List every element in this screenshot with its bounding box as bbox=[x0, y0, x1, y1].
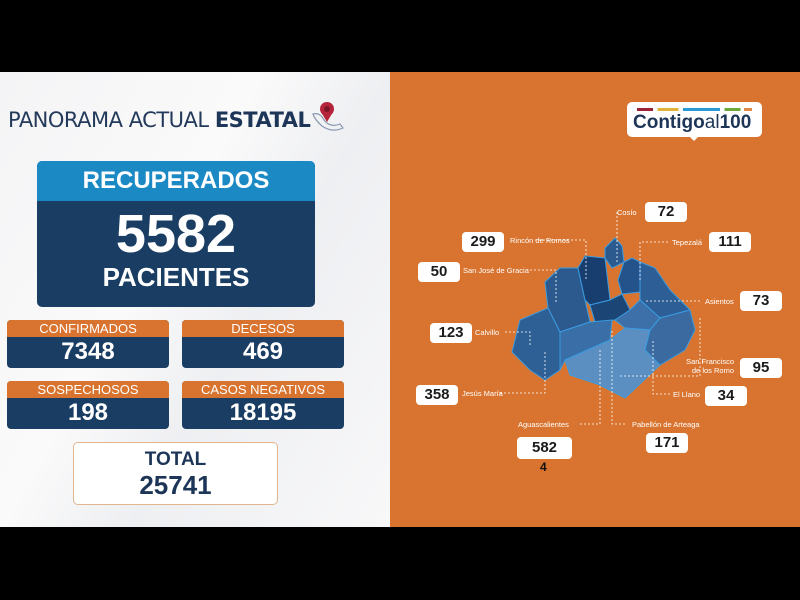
stat-label: CONFIRMADOS bbox=[7, 320, 169, 337]
total-card: TOTAL 25741 bbox=[73, 442, 278, 505]
value-aguascalientes: 582 bbox=[517, 437, 572, 459]
value-pabellon-de-arteaga: 171 bbox=[646, 433, 688, 453]
value-jesus-maria: 358 bbox=[416, 385, 458, 405]
label-el-llano: El Llano bbox=[673, 390, 701, 399]
stat-sospechosos: SOSPECHOSOS 198 bbox=[7, 381, 169, 429]
page-title: PANORAMA ACTUAL ESTATAL bbox=[8, 108, 311, 132]
value-cosio: 72 bbox=[645, 202, 687, 222]
recuperados-label: RECUPERADOS bbox=[37, 161, 315, 201]
label-pabellon-de-arteaga: Pabellón de Arteaga bbox=[632, 420, 700, 429]
value-san-jose-de-gracia: 50 bbox=[418, 262, 460, 282]
label-san-jose-de-gracia: San José de Gracia bbox=[463, 266, 529, 275]
label-san-francisco-de-los-romo: San Francisco de los Romo bbox=[686, 357, 734, 375]
label-tepezala: Tepezalá bbox=[672, 238, 703, 247]
recuperados-unit: PACIENTES bbox=[102, 262, 250, 292]
mexico-map-pin-icon bbox=[312, 102, 344, 131]
stat-label: SOSPECHOSOS bbox=[7, 381, 169, 398]
region-aguascalientes bbox=[564, 327, 661, 399]
label-rincon-de-romos: Rincón de Romos bbox=[510, 236, 570, 245]
value-san-francisco-de-los-romo: 95 bbox=[740, 358, 782, 378]
region-cosio bbox=[604, 237, 625, 269]
label-asientos: Asientos bbox=[705, 297, 734, 306]
value-calvillo: 123 bbox=[430, 323, 472, 343]
value-asientos: 73 bbox=[740, 291, 782, 311]
stat-value: 198 bbox=[67, 399, 109, 426]
value-tepezala: 111 bbox=[709, 232, 751, 252]
stat-value: 469 bbox=[242, 338, 284, 365]
contigo-al-100-logo: Contigoal100 bbox=[627, 102, 762, 141]
stat-value: 18195 bbox=[229, 399, 297, 426]
total-label: TOTAL bbox=[144, 449, 207, 470]
state-map bbox=[500, 212, 701, 425]
total-value: 25741 bbox=[139, 470, 212, 500]
label-calvillo: Calvillo bbox=[475, 328, 500, 337]
stat-decesos: DECESOS 469 bbox=[182, 320, 344, 368]
stat-confirmados: CONFIRMADOS 7348 bbox=[7, 320, 169, 368]
recuperados-value: 5582 bbox=[115, 204, 237, 264]
stat-value: 7348 bbox=[61, 338, 115, 365]
region-calvillo bbox=[511, 307, 561, 381]
stat-casos-negativos: CASOS NEGATIVOS 18195 bbox=[182, 381, 344, 429]
recuperados-card: RECUPERADOS 5582 PACIENTES bbox=[37, 161, 315, 307]
stat-label: DECESOS bbox=[182, 320, 344, 337]
label-jesus-maria: Jesús María bbox=[462, 389, 503, 398]
stat-label: CASOS NEGATIVOS bbox=[182, 381, 344, 398]
value-el-llano: 34 bbox=[705, 386, 747, 406]
aguascalientes-extra: 4 bbox=[540, 460, 547, 474]
label-cosio: Cosío bbox=[617, 208, 637, 217]
label-aguascalientes: Aguascalientes bbox=[518, 420, 569, 429]
value-rincon-de-romos: 299 bbox=[462, 232, 504, 252]
